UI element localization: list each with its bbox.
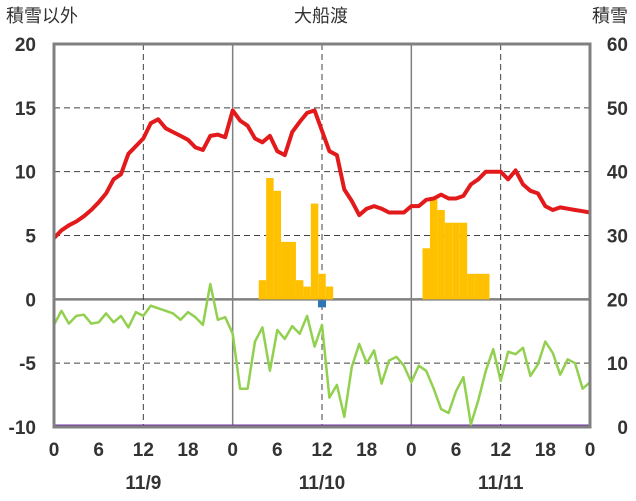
snow-depth-bar <box>310 203 319 300</box>
left-tick-label: -5 <box>19 354 36 375</box>
right-tick-label: 50 <box>607 99 628 120</box>
snow-depth-bar <box>474 273 483 300</box>
right-tick-label: 30 <box>607 227 628 248</box>
right-tick-label: 0 <box>617 418 628 439</box>
date-label: 11/9 <box>125 473 161 494</box>
x-tick-label: 6 <box>93 440 104 461</box>
x-tick-label: 0 <box>406 440 417 461</box>
snow-depth-bar <box>452 222 460 300</box>
x-tick-label: 18 <box>177 440 198 461</box>
right-tick-label: 40 <box>607 163 628 184</box>
right-tick-label: 60 <box>607 35 628 56</box>
snow-depth-bar <box>437 209 445 300</box>
snow-depth-bar <box>273 190 282 300</box>
green_series-line <box>52 282 591 426</box>
snow-depth-bar <box>288 241 296 300</box>
temperature-line <box>52 108 591 240</box>
x-tick-label: 18 <box>535 440 556 461</box>
snow-depth-bar <box>429 197 438 300</box>
snow-depth-bar <box>266 178 274 300</box>
left-tick-label: 5 <box>25 227 36 248</box>
x-tick-label: 6 <box>272 440 283 461</box>
right-axis-label: 積雪 <box>592 6 628 27</box>
x-tick-label: 12 <box>133 440 154 461</box>
snow-depth-bar <box>318 273 326 300</box>
marker-square <box>318 300 326 308</box>
left-axis-label: 積雪以外 <box>6 6 78 27</box>
snow-depth-bar <box>444 222 453 300</box>
x-tick-label: 0 <box>585 440 596 461</box>
snow-depth-bar <box>467 273 475 300</box>
plot-frame <box>52 42 592 429</box>
snow-depth-bar <box>281 241 289 300</box>
x-tick-label: 0 <box>227 440 238 461</box>
chart-title: 大船渡 <box>294 6 348 27</box>
x-tick-label: 0 <box>49 440 60 461</box>
snow-depth-bar <box>459 222 468 300</box>
right-tick-label: 20 <box>607 290 628 311</box>
right-tick-label: 10 <box>607 354 628 375</box>
left-tick-label: -10 <box>9 418 36 439</box>
left-tick-label: 0 <box>25 290 36 311</box>
x-tick-label: 12 <box>311 440 332 461</box>
snow-depth-bar <box>482 273 490 300</box>
snow-depth-bar <box>422 248 430 300</box>
grid <box>54 44 590 427</box>
left-tick-label: 15 <box>15 99 37 120</box>
snow-depth-bar <box>325 286 334 300</box>
left-tick-label: 10 <box>15 163 36 184</box>
x-tick-label: 6 <box>451 440 462 461</box>
date-label: 11/11 <box>478 473 524 494</box>
snow-depth-bar <box>295 280 304 300</box>
x-tick-label: 18 <box>356 440 377 461</box>
snow-depth-bars <box>258 178 490 300</box>
date-label: 11/10 <box>299 473 346 494</box>
left-tick-label: 20 <box>15 35 36 56</box>
snow-depth-bar <box>303 286 311 300</box>
x-tick-label: 12 <box>490 440 511 461</box>
snow-depth-bar <box>258 280 267 300</box>
